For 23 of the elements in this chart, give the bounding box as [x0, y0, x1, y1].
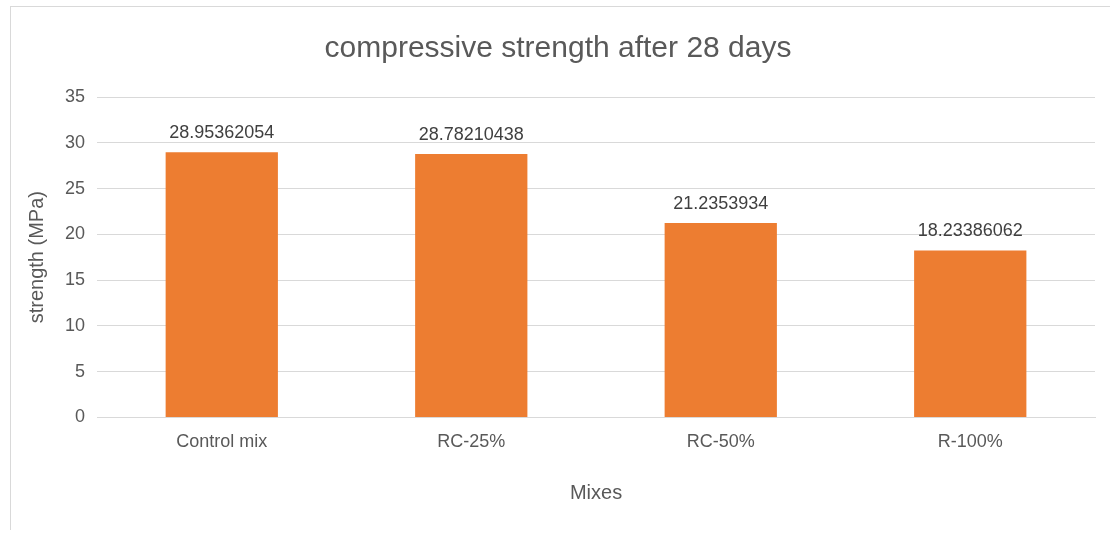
y-tick-label: 5 [75, 360, 86, 381]
y-tick-label: 20 [64, 223, 86, 244]
x-tick-label: Control mix [176, 431, 268, 452]
y-tick-label: 10 [64, 314, 86, 335]
x-tick-label: R-100% [937, 431, 1003, 452]
data-label: 21.2353934 [673, 192, 769, 213]
bar [664, 223, 777, 417]
y-tick-label: 0 [75, 406, 86, 427]
bar [415, 153, 528, 417]
data-label: 18.23386062 [917, 220, 1023, 241]
y-tick-label: 15 [64, 269, 86, 290]
y-tick-label: 35 [64, 85, 86, 106]
y-tick-label: 25 [64, 177, 86, 198]
y-axis-title: strength (MPa) [24, 191, 47, 324]
data-label: 28.78210438 [418, 123, 524, 144]
x-tick-label: RC-50% [686, 431, 755, 452]
x-axis-title: Mixes [569, 480, 623, 503]
bar [914, 250, 1027, 417]
data-label: 28.95362054 [169, 122, 275, 143]
y-tick-label: 30 [64, 131, 86, 152]
bar [165, 152, 278, 417]
x-tick-label: RC-25% [437, 431, 506, 452]
chart-title: compressive strength after 28 days [324, 30, 792, 64]
